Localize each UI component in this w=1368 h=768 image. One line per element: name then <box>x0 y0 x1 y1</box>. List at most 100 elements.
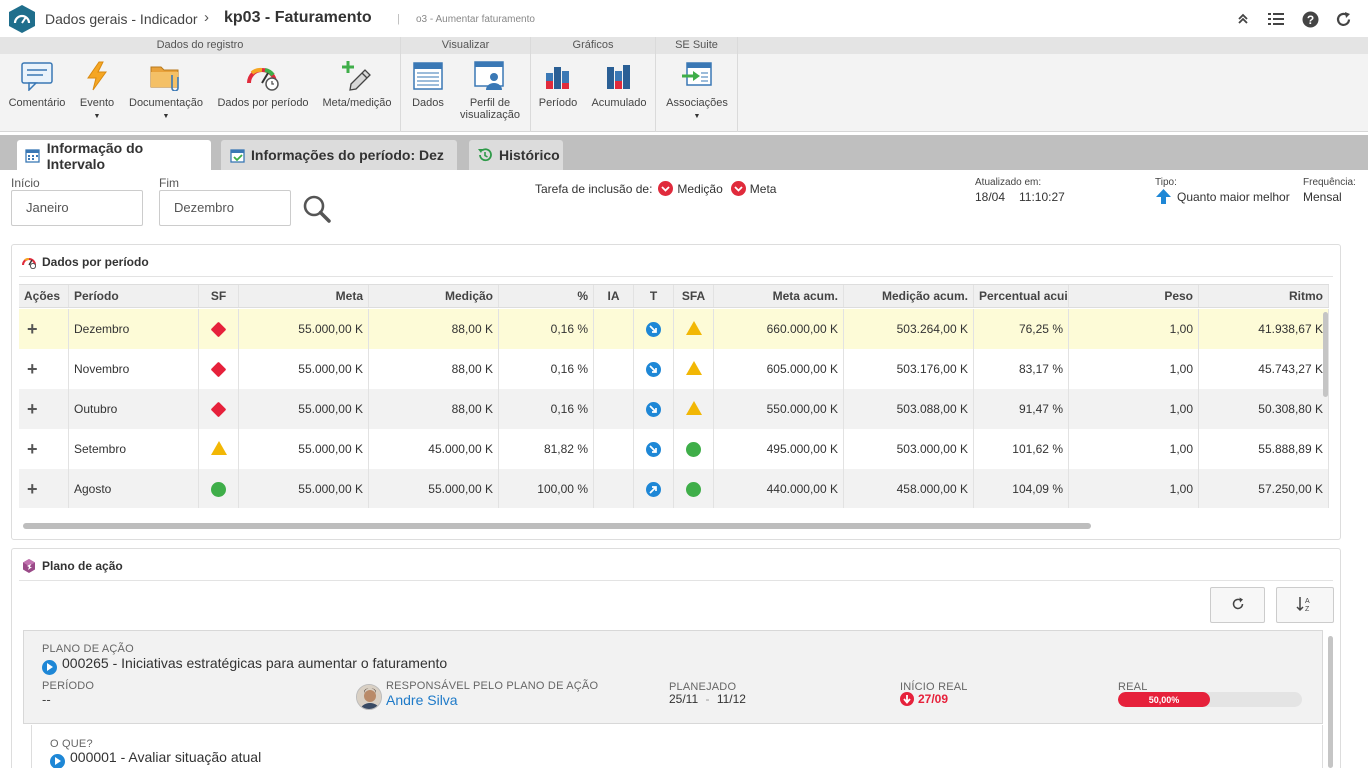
expand-plus-icon[interactable]: + <box>27 438 38 459</box>
comentario-button[interactable]: Comentário <box>7 59 67 109</box>
column-header[interactable]: Medição acum. <box>844 285 974 307</box>
documentacao-button[interactable]: Documentação ▼ <box>128 59 204 123</box>
tarefa-label: Tarefa de inclusão de: <box>535 181 653 196</box>
tab-informacoes-periodo[interactable]: Informações do período: Dez <box>221 140 457 170</box>
oque-row[interactable]: 000001 - Avaliar situação atual <box>50 749 261 768</box>
fim-field[interactable]: Dezembro <box>159 190 291 226</box>
expand-plus-icon[interactable]: + <box>27 478 38 499</box>
cell-meta: 55.000,00 K <box>239 309 369 349</box>
help-icon[interactable]: ? <box>1301 10 1319 28</box>
periodo-chart-button[interactable]: Período <box>537 59 579 109</box>
column-header[interactable]: Peso <box>1069 285 1199 307</box>
tab-historico[interactable]: Histórico <box>469 140 563 170</box>
column-header[interactable]: Período <box>69 285 199 307</box>
chevron-down-icon[interactable] <box>730 181 746 196</box>
cell-pct: 81,82 % <box>499 429 594 469</box>
column-header[interactable]: T <box>634 285 674 307</box>
column-header[interactable]: Ações <box>19 285 69 307</box>
gauge-icon <box>22 255 36 269</box>
table-row[interactable]: + Novembro 55.000,00 K 88,00 K 0,16 % 605.000… <box>19 349 1329 389</box>
panel-title-text: Plano de ação <box>42 559 123 573</box>
evento-button[interactable]: Evento ▼ <box>76 59 118 123</box>
list-icon[interactable] <box>1267 10 1285 28</box>
history-icon <box>477 147 493 163</box>
cell-periodo: Dezembro <box>69 309 199 349</box>
vertical-scrollbar[interactable] <box>1323 312 1328 397</box>
cell-ritmo: 45.743,27 K <box>1199 349 1329 389</box>
ribbon-group-graficos: Gráficos Período Acumulado <box>531 37 656 132</box>
column-header[interactable]: SFA <box>674 285 714 307</box>
cell-ia <box>594 309 634 349</box>
trend-down-icon <box>646 401 661 417</box>
dados-periodo-button[interactable]: Dados por período <box>215 59 311 109</box>
expand-plus-icon[interactable]: + <box>27 318 38 339</box>
perfil-visualizacao-button[interactable]: Perfil de visualização <box>457 59 523 121</box>
app-header: Dados gerais - Indicador › kp03 - Fatura… <box>0 0 1368 37</box>
tab-informacao-intervalo[interactable]: Informação do Intervalo <box>17 140 211 172</box>
ribbon-group-dados-registro: Dados do registro Comentário Evento ▼ Do… <box>0 37 401 132</box>
toolbar-ribbon: Dados do registro Comentário Evento ▼ Do… <box>0 37 1368 132</box>
inicio-field[interactable]: Janeiro <box>11 190 143 226</box>
row-actions: + <box>19 389 69 429</box>
meta-medicao-button[interactable]: Meta/medição <box>320 59 394 109</box>
cell-ia <box>594 469 634 508</box>
column-header[interactable]: Medição <box>369 285 499 307</box>
atualizado-label: Atualizado em: <box>975 177 1042 188</box>
column-header[interactable]: Ritmo <box>1199 285 1329 307</box>
table-row[interactable]: + Agosto 55.000,00 K 55.000,00 K 100,00 % 440… <box>19 469 1329 508</box>
row-actions: + <box>19 429 69 469</box>
cell-t <box>634 309 674 349</box>
ribbon-group-title: Gráficos <box>531 37 655 54</box>
dados-periodo-label: Dados por período <box>217 97 309 109</box>
cell-periodo: Agosto <box>69 469 199 508</box>
collapse-up-icon[interactable] <box>1234 10 1252 28</box>
planejado-start: 25/11 <box>669 692 699 706</box>
breadcrumb[interactable]: Dados gerais - Indicador <box>45 11 198 27</box>
avatar <box>356 684 382 710</box>
table-row[interactable]: + Dezembro 55.000,00 K 88,00 K 0,16 % 660.000… <box>19 309 1329 349</box>
title-divider: | <box>397 13 400 25</box>
gauge-icon <box>246 59 280 93</box>
plano-title-row[interactable]: 000265 - Iniciativas estratégicas para a… <box>42 655 447 675</box>
tarefa-medicao[interactable]: Medição <box>677 181 723 196</box>
app-logo-icon[interactable] <box>7 4 37 34</box>
cell-medicao: 88,00 K <box>369 349 499 389</box>
horizontal-scrollbar[interactable] <box>23 523 1091 529</box>
plano-name: 000265 - Iniciativas estratégicas para a… <box>62 655 448 671</box>
cell-periodo: Novembro <box>69 349 199 389</box>
cell-medicao: 88,00 K <box>369 309 499 349</box>
column-header[interactable]: Meta <box>239 285 369 307</box>
cell-sfa <box>674 349 714 389</box>
search-icon[interactable] <box>302 194 332 224</box>
trend-down-icon <box>646 321 661 337</box>
chevron-down-icon[interactable] <box>658 181 674 196</box>
column-header[interactable]: % <box>499 285 594 307</box>
cell-pct: 0,16 % <box>499 389 594 429</box>
ribbon-group-se-suite: SE Suite Associações ▼ <box>656 37 738 132</box>
expand-plus-icon[interactable]: + <box>27 398 38 419</box>
plano-caption: PLANO DE AÇÃO <box>42 643 134 655</box>
responsavel-link[interactable]: Andre Silva <box>386 692 458 708</box>
dados-button[interactable]: Dados <box>410 59 446 109</box>
expand-plus-icon[interactable]: + <box>27 358 38 379</box>
table-row[interactable]: + Outubro 55.000,00 K 88,00 K 0,16 % 550.000,… <box>19 389 1329 429</box>
ribbon-group-title: Dados do registro <box>0 37 400 54</box>
column-header[interactable]: Percentual acui <box>974 285 1069 307</box>
associacoes-button[interactable]: Associações ▼ <box>664 59 730 123</box>
column-header[interactable]: IA <box>594 285 634 307</box>
column-header[interactable]: SF <box>199 285 239 307</box>
reload-button[interactable] <box>1210 587 1265 623</box>
refresh-icon[interactable] <box>1334 10 1352 28</box>
column-header[interactable]: Meta acum. <box>714 285 844 307</box>
table-row[interactable]: + Setembro 55.000,00 K 45.000,00 K 81,82 % 49… <box>19 429 1329 469</box>
cell-sfa <box>674 389 714 429</box>
ribbon-group-visualizar: Visualizar Dados Perfil de visualização <box>401 37 531 132</box>
tarefa-meta[interactable]: Meta <box>749 181 777 196</box>
real-progress-bar: 50,00% <box>1118 692 1302 707</box>
vertical-scrollbar[interactable] <box>1328 636 1333 768</box>
plano-card <box>23 630 1323 724</box>
acumulado-chart-button[interactable]: Acumulado <box>589 59 649 109</box>
yellow-triangle-icon <box>685 360 703 379</box>
cell-ritmo: 55.888,89 K <box>1199 429 1329 469</box>
